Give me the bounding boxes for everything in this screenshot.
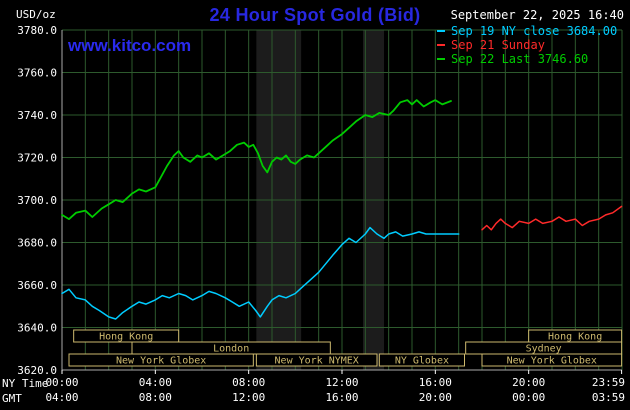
price-series-sep21-sunday <box>481 205 623 231</box>
x-axis-label-ny-time: 04:00 <box>139 376 172 389</box>
x-axis-label-gmt: 00:00 <box>512 391 545 404</box>
y-axis-label: 3760.0 <box>17 67 57 80</box>
gmt-axis-caption: GMT <box>2 392 22 405</box>
session-label: New York NYMEX <box>275 356 359 367</box>
x-axis-label-gmt: 16:00 <box>325 391 358 404</box>
session-label: New York Globex <box>507 356 597 367</box>
x-axis-label-ny-time: 00:00 <box>45 376 78 389</box>
legend-marker-icon <box>437 30 445 32</box>
legend-marker-icon <box>437 58 445 60</box>
session-box <box>378 353 466 367</box>
x-axis-label-gmt: 08:00 <box>139 391 172 404</box>
session-box <box>255 353 378 367</box>
kitco-watermark-link[interactable]: www.kitco.com <box>68 36 192 55</box>
x-axis-label-ny-time: 16:00 <box>419 376 452 389</box>
session-label: New York Globex <box>116 356 206 367</box>
legend-item-sep22: Sep 22 Last 3746.60 <box>437 52 617 66</box>
units-label: USD/oz <box>16 8 56 21</box>
legend-item-sep21: Sep 21 Sunday <box>437 38 617 52</box>
y-axis-label: 3700.0 <box>17 194 57 207</box>
session-box <box>73 329 180 343</box>
x-axis-label-ny-time: 08:00 <box>232 376 265 389</box>
x-axis-label-gmt: 03:59 <box>592 391 625 404</box>
datetime-label: September 22, 2025 16:40 <box>450 8 624 22</box>
x-axis-label-gmt: 04:00 <box>45 391 78 404</box>
legend-label: Sep 22 Last 3746.60 <box>451 52 589 66</box>
y-axis-label: 3620.0 <box>17 364 57 377</box>
y-axis-label: 3740.0 <box>17 109 57 122</box>
chart-title: 24 Hour Spot Gold (Bid) <box>209 5 421 25</box>
x-axis-label-ny-time: 23:59 <box>592 376 625 389</box>
session-label: London <box>213 344 249 355</box>
session-box <box>68 353 254 367</box>
x-axis-label-ny-time: 12:00 <box>325 376 358 389</box>
y-axis-label: 3780.0 <box>17 24 57 37</box>
x-axis-label-gmt: 20:00 <box>419 391 452 404</box>
ny-time-axis-caption: NY Time <box>2 377 49 390</box>
legend-marker-icon <box>437 44 445 46</box>
legend-label: Sep 21 Sunday <box>451 38 545 52</box>
x-axis-label-gmt: 12:00 <box>232 391 265 404</box>
legend: Sep 19 NY close 3684.00 Sep 21 Sunday Sep … <box>437 24 617 66</box>
y-axis-label: 3720.0 <box>17 152 57 165</box>
legend-item-sep19: Sep 19 NY close 3684.00 <box>437 24 617 38</box>
y-axis-label: 3660.0 <box>17 279 57 292</box>
legend-label: Sep 19 NY close 3684.00 <box>451 24 618 38</box>
x-axis-label-ny-time: 20:00 <box>512 376 545 389</box>
session-label: Hong Kong <box>548 332 602 343</box>
price-series-sep22-today <box>61 99 452 221</box>
session-box <box>481 353 623 367</box>
session-label: Hong Kong <box>99 332 153 343</box>
session-label: Sydney <box>526 344 562 355</box>
session-label: NY Globex <box>395 356 449 367</box>
price-series-sep19-friday <box>61 226 460 320</box>
y-axis-label: 3680.0 <box>17 237 57 250</box>
y-axis-label: 3640.0 <box>17 322 57 335</box>
